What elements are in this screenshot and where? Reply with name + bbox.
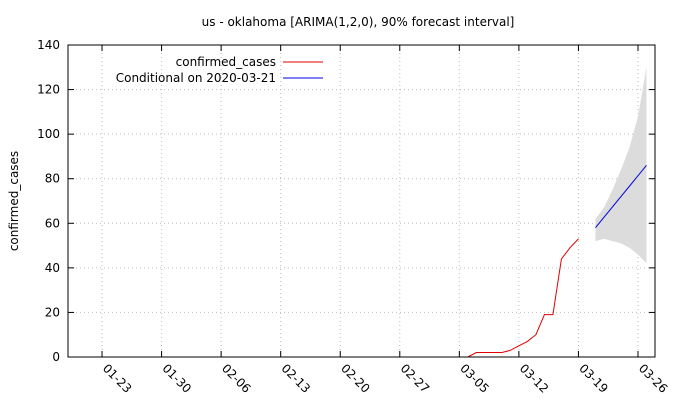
y-axis: 0 20 40 60 80 100 120 140 (37, 38, 655, 364)
series-layer (467, 165, 647, 358)
forecast-interval-layer (595, 67, 647, 264)
x-tick-label: 03-26 (636, 361, 671, 396)
x-tick-label: 03-05 (457, 361, 492, 396)
y-tick-label: 80 (45, 172, 60, 186)
y-axis-label: confirmed_cases (7, 151, 21, 251)
plot-frame (67, 44, 656, 358)
x-tick-label: 02-06 (219, 361, 254, 396)
chart-title: us - oklahoma [ARIMA(1,2,0), 90% forecas… (202, 15, 515, 29)
y-tick-label: 120 (37, 83, 60, 97)
legend-label: Conditional on 2020-03-21 (116, 71, 276, 85)
forecast-interval-band (595, 67, 647, 264)
legend: confirmed_cases Conditional on 2020-03-21 (116, 55, 323, 85)
y-tick-label: 140 (37, 38, 60, 52)
x-tick-label: 03-19 (576, 361, 611, 396)
y-tick-label: 20 (45, 305, 60, 319)
legend-label: confirmed_cases (176, 55, 276, 69)
x-tick-label: 02-20 (338, 361, 373, 396)
grid-lines (68, 45, 655, 357)
x-tick-label: 02-13 (279, 361, 314, 396)
series-line-confirmed-cases (467, 238, 579, 358)
y-tick-label: 40 (45, 261, 60, 275)
y-tick-label: 60 (45, 216, 60, 230)
x-tick-label: 03-12 (517, 361, 552, 396)
series-line-forecast (595, 165, 647, 229)
x-axis: 01-23 01-30 02-06 02-13 02-20 02-27 03-05 03-12… (100, 45, 671, 396)
y-tick-label: 0 (52, 350, 60, 364)
y-tick-label: 100 (37, 127, 60, 141)
x-tick-label: 02-27 (398, 361, 433, 396)
x-tick-label: 01-30 (159, 361, 194, 396)
x-tick-label: 01-23 (100, 361, 135, 396)
